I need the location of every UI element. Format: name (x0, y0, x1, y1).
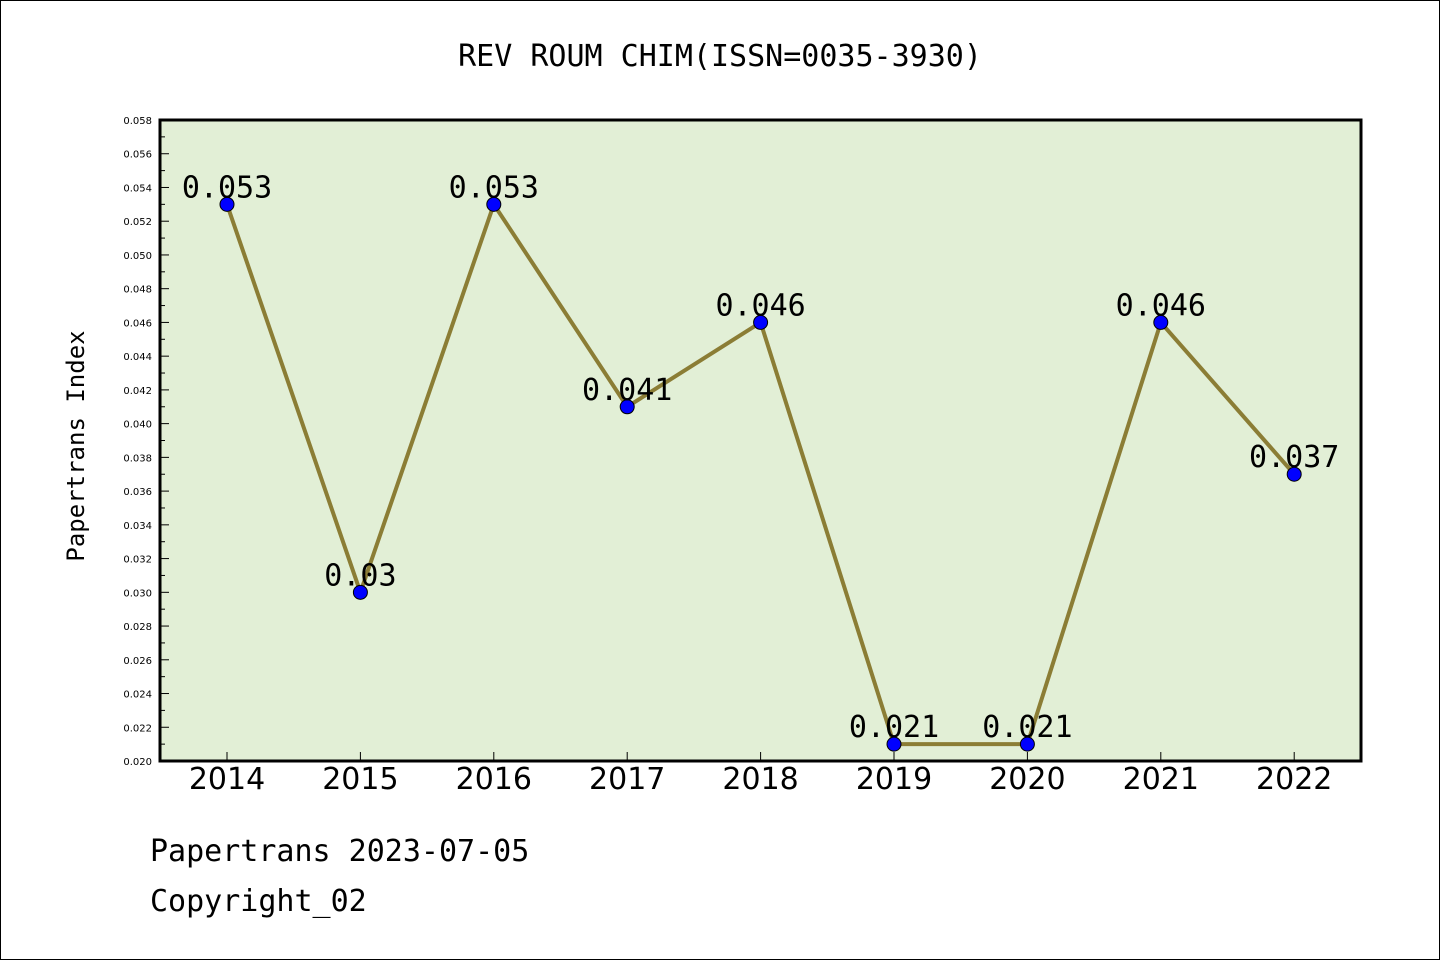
plot-area (158, 118, 1363, 763)
footer-date: Papertrans 2023-07-05 (150, 834, 530, 869)
data-point (219, 196, 235, 212)
data-label: 0.021 (849, 710, 939, 745)
y-tick-label: 0.044 (123, 352, 152, 363)
y-tick-label: 0.022 (123, 723, 152, 734)
y-axis-label: Papertrans Index (62, 330, 90, 561)
data-point (1019, 736, 1035, 752)
y-tick-label: 0.028 (123, 622, 152, 633)
y-tick-label: 0.020 (123, 757, 152, 768)
x-tick-label: 2015 (322, 762, 398, 797)
footer-copyright: Copyright_02 (150, 884, 367, 919)
y-tick-label: 0.050 (123, 251, 152, 262)
data-label: 0.046 (715, 288, 805, 323)
data-point (486, 196, 502, 212)
y-tick-label: 0.034 (123, 521, 152, 532)
x-axis-ticks: 2014 2015 2016 2017 2018 2019 2020 2021 2022 (189, 752, 1332, 797)
y-axis-ticks: 0.020 0.022 0.024 0.026 0.028 0.030 0.032 0.034… (123, 116, 169, 768)
y-tick-label: 0.036 (123, 487, 152, 498)
data-points (219, 196, 1302, 752)
x-tick-label: 2022 (1256, 762, 1332, 797)
y-tick-label: 0.046 (123, 318, 152, 329)
data-point (352, 584, 368, 600)
x-tick-label: 2017 (589, 762, 665, 797)
x-tick-label: 2018 (722, 762, 798, 797)
data-point (753, 314, 769, 330)
y-tick-label: 0.030 (123, 588, 152, 599)
y-tick-label: 0.026 (123, 656, 152, 667)
data-label: 0.053 (182, 170, 272, 205)
data-point (886, 736, 902, 752)
y-tick-label: 0.024 (123, 690, 152, 701)
data-label: 0.021 (982, 710, 1072, 745)
y-tick-label: 0.052 (123, 217, 152, 228)
y-tick-label: 0.032 (123, 555, 152, 566)
x-tick-label: 2014 (189, 762, 265, 797)
y-tick-label: 0.056 (123, 150, 152, 161)
y-tick-label: 0.048 (123, 285, 152, 296)
data-label: 0.041 (582, 373, 672, 408)
y-tick-label: 0.054 (123, 183, 152, 194)
data-labels: 0.053 0.03 0.053 0.041 0.046 0.021 0.021 0.046 0… (182, 170, 1340, 745)
data-point (619, 399, 635, 415)
data-label: 0.03 (324, 558, 396, 593)
y-tick-label: 0.038 (123, 453, 152, 464)
data-label: 0.046 (1116, 288, 1206, 323)
y-tick-label: 0.058 (123, 116, 152, 127)
data-label: 0.053 (449, 170, 539, 205)
x-tick-label: 2019 (856, 762, 932, 797)
x-tick-label: 2016 (456, 762, 532, 797)
y-tick-label: 0.040 (123, 420, 152, 431)
data-point (1286, 466, 1302, 482)
chart-title: REV ROUM CHIM(ISSN=0035-3930) (458, 39, 982, 74)
y-tick-label: 0.042 (123, 386, 152, 397)
x-tick-label: 2020 (989, 762, 1065, 797)
x-tick-label: 2021 (1123, 762, 1199, 797)
data-label: 0.037 (1249, 440, 1339, 475)
data-point (1153, 314, 1169, 330)
